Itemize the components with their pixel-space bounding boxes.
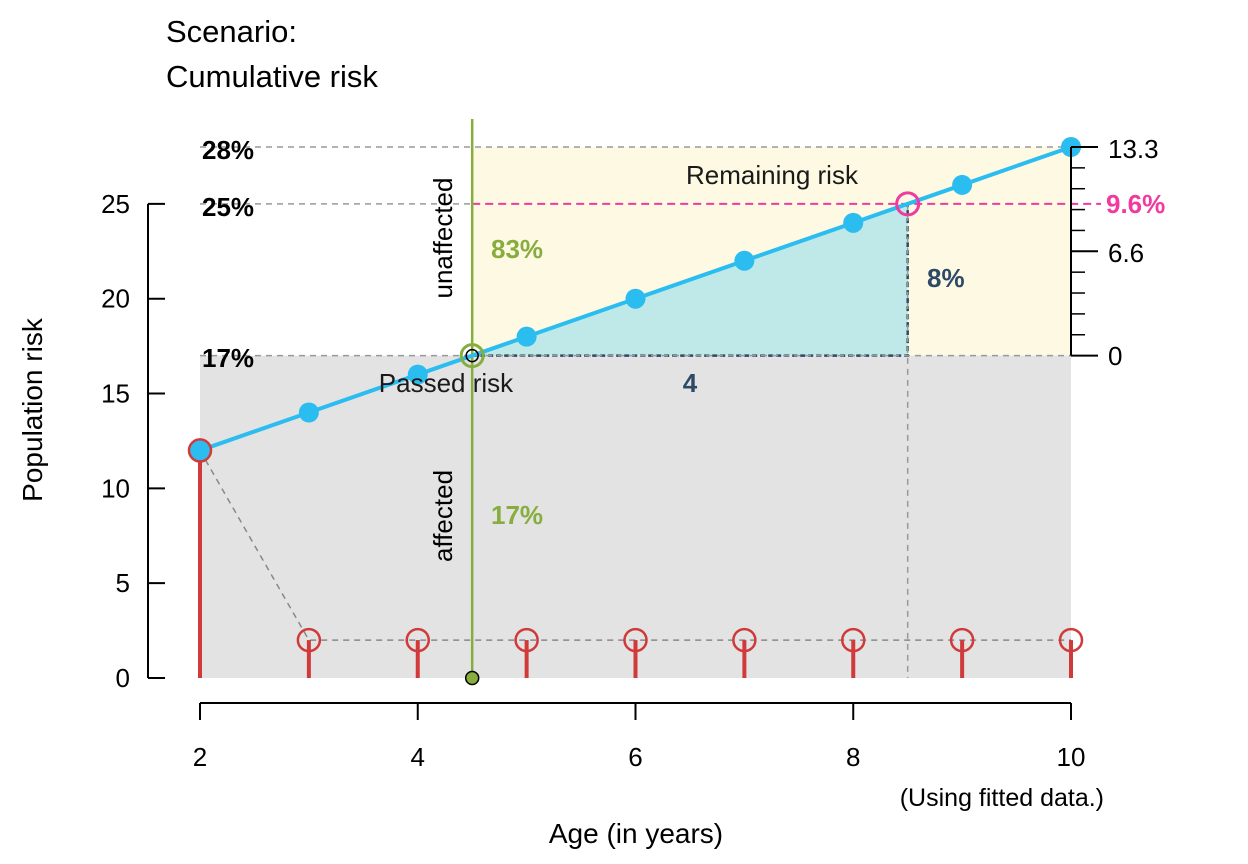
y-axis-title: Population risk bbox=[17, 317, 48, 502]
incidence-marker bbox=[732, 627, 757, 653]
right-axis-tick-max: 13.3 bbox=[1108, 134, 1159, 164]
right-axis-highlight: 9.6% bbox=[1106, 189, 1165, 219]
incidence-connector bbox=[199, 450, 1071, 641]
incidence-marker bbox=[1058, 627, 1084, 653]
incidence-marker bbox=[841, 627, 866, 653]
passed-risk-label: Passed risk bbox=[379, 368, 514, 398]
incidence-marker bbox=[405, 627, 430, 653]
y-tick-label: 20 bbox=[101, 284, 130, 314]
cumulative-risk-point bbox=[407, 364, 428, 385]
incidence-marker bbox=[949, 627, 975, 653]
cumulative-risk-point bbox=[952, 174, 973, 195]
cumulative-risk-point bbox=[843, 212, 864, 233]
right-axis-tick-mid: 6.6 bbox=[1108, 238, 1144, 268]
y-tick-label: 25 bbox=[101, 189, 130, 219]
pct-label-25: 25% bbox=[202, 192, 254, 222]
y-tick-label: 15 bbox=[101, 379, 130, 409]
right-axis-tick-zero: 0 bbox=[1108, 341, 1122, 371]
x-axis-title: Age (in years) bbox=[549, 818, 723, 849]
current-risk-marker bbox=[459, 343, 485, 369]
pct-label-17: 17% bbox=[202, 343, 254, 373]
affected-percent: 17% bbox=[491, 500, 543, 530]
x-tick-label: 2 bbox=[193, 742, 207, 772]
delta-risk-label: 8% bbox=[927, 263, 965, 293]
current-age-marker bbox=[464, 670, 480, 686]
incidence-marker bbox=[514, 627, 539, 653]
y-tick-label: 5 bbox=[116, 568, 130, 598]
x-tick-label: 6 bbox=[628, 742, 642, 772]
cumulative-risk-point bbox=[298, 402, 319, 423]
delta-years-label: 4 bbox=[683, 368, 698, 398]
x-tick-label: 4 bbox=[411, 742, 425, 772]
target-risk-marker bbox=[895, 191, 921, 217]
incidence-marker bbox=[187, 438, 213, 463]
unaffected-label: unaffected bbox=[428, 178, 458, 299]
y-tick-label: 0 bbox=[116, 663, 130, 693]
remaining-risk-label: Remaining risk bbox=[686, 160, 859, 190]
chart-title-line1: Scenario: bbox=[166, 14, 297, 49]
fitted-data-note: (Using fitted data.) bbox=[900, 784, 1104, 812]
passed-risk-region bbox=[200, 355, 1071, 678]
chart-title-line2: Cumulative risk bbox=[166, 59, 378, 94]
current-risk-inner-marker bbox=[465, 348, 479, 363]
unaffected-percent: 83% bbox=[491, 234, 543, 264]
cumulative-risk-point bbox=[734, 250, 755, 271]
affected-label: affected bbox=[428, 470, 458, 562]
incidence-marker bbox=[296, 627, 322, 653]
x-tick-label: 8 bbox=[846, 742, 860, 772]
pct-label-28: 28% bbox=[202, 135, 254, 165]
x-tick-label: 10 bbox=[1057, 742, 1086, 772]
incidence-marker bbox=[623, 627, 648, 653]
cumulative-risk-point bbox=[516, 326, 537, 347]
cumulative-risk-point bbox=[625, 288, 646, 309]
y-tick-label: 10 bbox=[101, 473, 130, 503]
cumulative-risk-point bbox=[190, 440, 210, 461]
